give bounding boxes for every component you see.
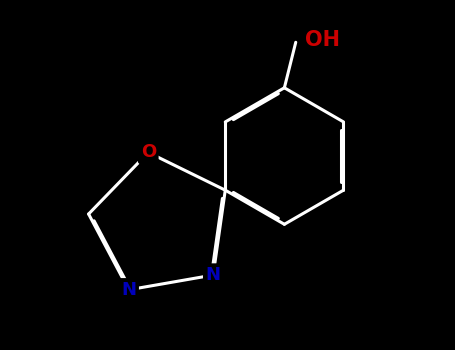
Text: OH: OH — [305, 30, 340, 50]
Text: N: N — [121, 281, 136, 299]
Text: N: N — [206, 266, 221, 284]
Text: O: O — [141, 144, 156, 161]
